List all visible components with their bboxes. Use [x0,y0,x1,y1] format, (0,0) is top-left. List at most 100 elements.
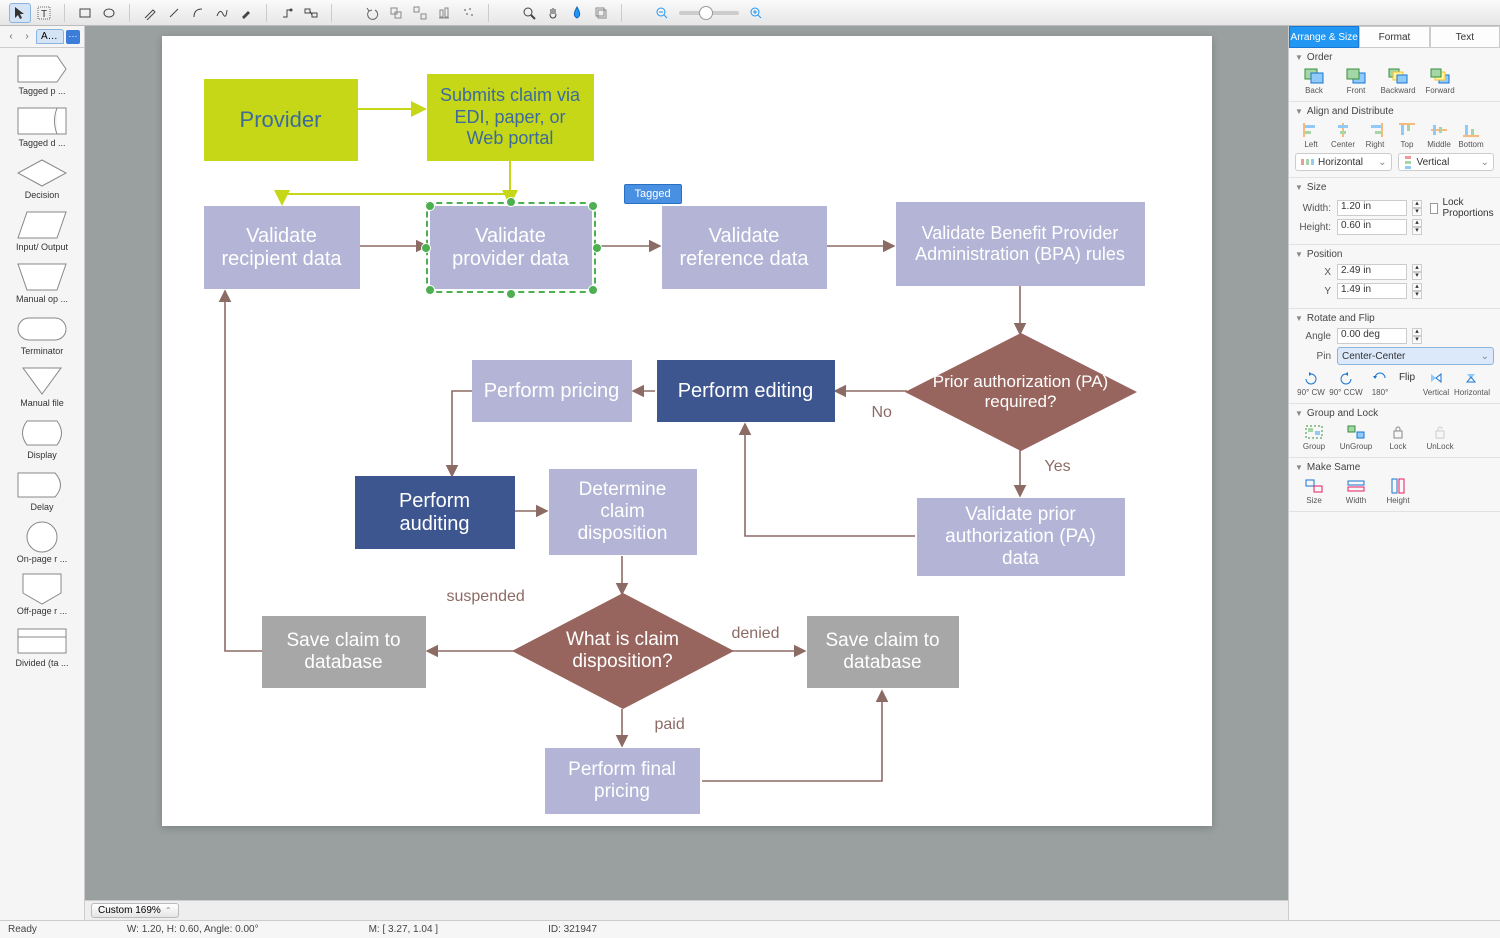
sel-handle-w[interactable] [421,243,431,253]
sel-handle-e[interactable] [592,243,602,253]
node-val-recipient[interactable]: Validate recipient data [204,206,360,289]
tab-text[interactable]: Text [1430,26,1500,48]
sel-handle-sw[interactable] [425,285,435,295]
stencil-onpage[interactable]: On-page r ... [4,522,80,564]
same-width[interactable]: Width [1337,477,1375,505]
stencil-display[interactable]: Display [4,418,80,460]
node-val-provider-selected[interactable]: Validate provider data [430,206,592,289]
group-group[interactable]: Group [1295,423,1333,451]
group-btn[interactable] [385,3,407,23]
tab-arrange[interactable]: Arrange & Size [1289,26,1359,48]
sel-handle-ne[interactable] [588,201,598,211]
rotate-180[interactable]: 180° [1365,369,1395,397]
align-bottom[interactable]: Bottom [1455,121,1487,149]
align-btn[interactable] [433,3,455,23]
node-submit[interactable]: Submits claim via EDI, paper, or Web por… [427,74,594,161]
node-perform-final[interactable]: Perform final pricing [545,748,700,814]
align-center[interactable]: Center [1327,121,1359,149]
stencil-manual-file[interactable]: Manual file [4,366,80,408]
stencil-tagged-p[interactable]: Tagged p ... [4,54,80,96]
undo-button[interactable] [361,3,383,23]
node-perform-pricing[interactable]: Perform pricing [472,360,632,422]
connector-tool[interactable] [276,3,298,23]
node-provider[interactable]: Provider [204,79,358,161]
node-determine-disp[interactable]: Determine claim disposition [549,469,697,555]
stencil-terminator[interactable]: Terminator [4,314,80,356]
lock-proportions[interactable]: Lock Proportions [1430,197,1496,219]
tab-format[interactable]: Format [1359,26,1429,48]
rotate-90cw[interactable]: 90° CW [1295,369,1327,397]
right-panel: Arrange & Size Format Text ▼Order Back F… [1288,26,1500,920]
order-backward[interactable]: Backward [1379,67,1417,95]
stencil-next[interactable]: › [20,29,34,45]
canvas-page[interactable]: Provider Submits claim via EDI, paper, o… [162,36,1212,826]
zoom-in-button[interactable] [745,3,767,23]
node-what-disp[interactable]: What is claim disposition? [512,593,734,709]
text-tool[interactable]: T [33,3,55,23]
order-front[interactable]: Front [1337,67,1375,95]
sel-handle-s[interactable] [506,289,516,299]
node-val-reference[interactable]: Validate reference data [662,206,827,289]
height-input[interactable]: 0.60 in [1337,219,1407,235]
zoom-out-button[interactable] [651,3,673,23]
stencil-delay[interactable]: Delay [4,470,80,512]
y-input[interactable]: 1.49 in [1337,283,1407,299]
select-tool[interactable] [9,3,31,23]
node-perform-editing[interactable]: Perform editing [657,360,835,422]
pencil-tool[interactable] [139,3,161,23]
align-left[interactable]: Left [1295,121,1327,149]
zoom-tool[interactable] [518,3,540,23]
layers-btn[interactable] [590,3,612,23]
width-input[interactable]: 1.20 in [1337,200,1407,216]
sel-handle-se[interactable] [588,285,598,295]
x-input[interactable]: 2.49 in [1337,264,1407,280]
ellipse-tool[interactable] [98,3,120,23]
distrib-h-select[interactable]: Horizontal [1295,153,1392,171]
same-height[interactable]: Height [1379,477,1417,505]
order-back[interactable]: Back [1295,67,1333,95]
smart-connector-tool[interactable] [300,3,322,23]
node-val-bpa[interactable]: Validate Benefit Provider Administration… [896,202,1145,286]
align-right[interactable]: Right [1359,121,1391,149]
stencil-options[interactable]: ⋯ [66,30,80,44]
same-size[interactable]: Size [1295,477,1333,505]
rect-tool[interactable] [74,3,96,23]
stencil-tab[interactable]: Audit f... [36,29,64,44]
stencil-decision[interactable]: Decision [4,158,80,200]
stencil-divided[interactable]: Divided (ta ... [4,626,80,668]
stencil-prev[interactable]: ‹ [4,29,18,45]
flip-h[interactable]: Horizontal [1453,369,1491,397]
stencil-offpage[interactable]: Off-page r ... [4,574,80,616]
sel-handle-nw[interactable] [425,201,435,211]
node-pa-required[interactable]: Prior authorization (PA) required? [905,333,1137,451]
node-perform-auditing[interactable]: Perform auditing [355,476,515,549]
pan-tool[interactable] [542,3,564,23]
unlock-btn[interactable]: UnLock [1421,423,1459,451]
node-save-right[interactable]: Save claim to database [807,616,959,688]
zoom-readout[interactable]: Custom 169%⌃ [91,903,179,918]
sel-handle-n[interactable] [506,197,516,207]
align-middle[interactable]: Middle [1423,121,1455,149]
spline-tool[interactable] [211,3,233,23]
zoom-slider[interactable] [679,11,739,15]
angle-input[interactable]: 0.00 deg [1337,328,1407,344]
distrib-v-select[interactable]: Vertical [1398,153,1495,171]
ungroup-btn[interactable] [409,3,431,23]
stencil-manual-op[interactable]: Manual op ... [4,262,80,304]
stencil-tagged-d[interactable]: Tagged d ... [4,106,80,148]
brush-tool[interactable] [235,3,257,23]
spray-btn[interactable] [457,3,479,23]
stencil-io[interactable]: Input/ Output [4,210,80,252]
lock-btn[interactable]: Lock [1379,423,1417,451]
rotate-90ccw[interactable]: 90° CCW [1327,369,1365,397]
line-tool[interactable] [163,3,185,23]
node-save-left[interactable]: Save claim to database [262,616,426,688]
group-ungroup[interactable]: UnGroup [1337,423,1375,451]
flip-v[interactable]: Vertical [1419,369,1453,397]
order-forward[interactable]: Forward [1421,67,1459,95]
eyedrop-tool[interactable] [566,3,588,23]
pin-select[interactable]: Center-Center [1337,347,1494,365]
node-val-pa[interactable]: Validate prior authorization (PA) data [917,498,1125,576]
arc-tool[interactable] [187,3,209,23]
align-top[interactable]: Top [1391,121,1423,149]
